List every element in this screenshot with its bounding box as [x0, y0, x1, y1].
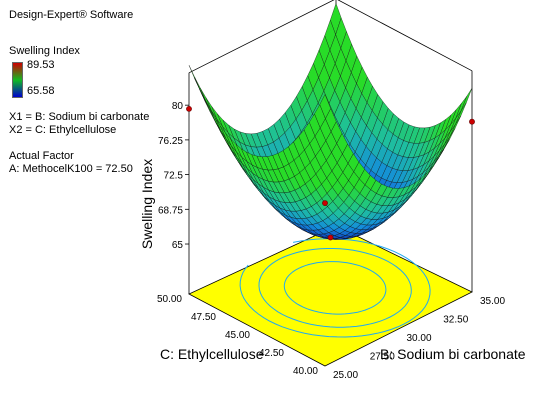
surface-cell [460, 88, 473, 111]
floor-contours [239, 238, 431, 338]
y-axis-label: C: Ethylcellulose [160, 346, 264, 362]
surface-cell [319, 93, 331, 120]
software-title: Design-Expert® Software [9, 9, 134, 21]
surface-cell [200, 87, 212, 111]
x1-definition: X1 = B: Sodium bi carbonate [9, 111, 150, 123]
x-tick-label-2: 30.00 [407, 333, 432, 344]
z-axis-label: Swelling Index [139, 159, 155, 249]
response-name: Swelling Index [9, 45, 80, 57]
design-point-2 [322, 200, 328, 206]
design-point-0 [186, 105, 192, 112]
z-tick-label-1: 68.75 [158, 205, 183, 216]
x-tick-label-0: 25.00 [333, 370, 358, 381]
contour-line-2 [239, 238, 431, 338]
x-tick-label-1: 27.50 [370, 352, 395, 363]
design-points [186, 105, 475, 241]
x-axis-label: B: Sodium bi carbonate [380, 346, 526, 362]
actual-factor-title: Actual Factor [9, 150, 74, 162]
x2-definition: X2 = C: Ethylcellulose [9, 124, 117, 136]
y-tick-label-2: 45.00 [225, 330, 250, 341]
color-scale-min: 65.58 [27, 85, 55, 97]
color-scale-bar [12, 62, 23, 98]
z-tick-label-4: 80 [172, 101, 184, 112]
x-tick-label-3: 32.50 [443, 315, 468, 326]
response-surface [188, 2, 473, 240]
y-tick-label-0: 40.00 [293, 366, 318, 377]
z-tick-label-2: 72.5 [164, 171, 184, 182]
z-tick-label-0: 65 [172, 240, 184, 251]
contour-line-0 [283, 261, 387, 315]
z-tick-label-3: 76.25 [158, 136, 183, 147]
y-tick-label-3: 47.50 [191, 312, 216, 323]
y-tick-label-1: 42.50 [259, 348, 284, 359]
design-point-3 [327, 234, 334, 241]
contour-line-1 [258, 248, 412, 328]
color-scale-max: 89.53 [27, 59, 55, 71]
axis-ticks: 65 68.75 72.5 76.25 80 25.00 27.50 30.00 32.50 35… [157, 101, 505, 381]
actual-factor-value: A: MethocelK100 = 72.50 [9, 163, 133, 175]
design-point-1 [469, 118, 475, 125]
y-tick-label-4: 50.00 [157, 294, 182, 305]
surface-cell [205, 97, 217, 120]
x-tick-label-4: 35.00 [480, 296, 505, 307]
frame-top-edges [188, 0, 473, 74]
